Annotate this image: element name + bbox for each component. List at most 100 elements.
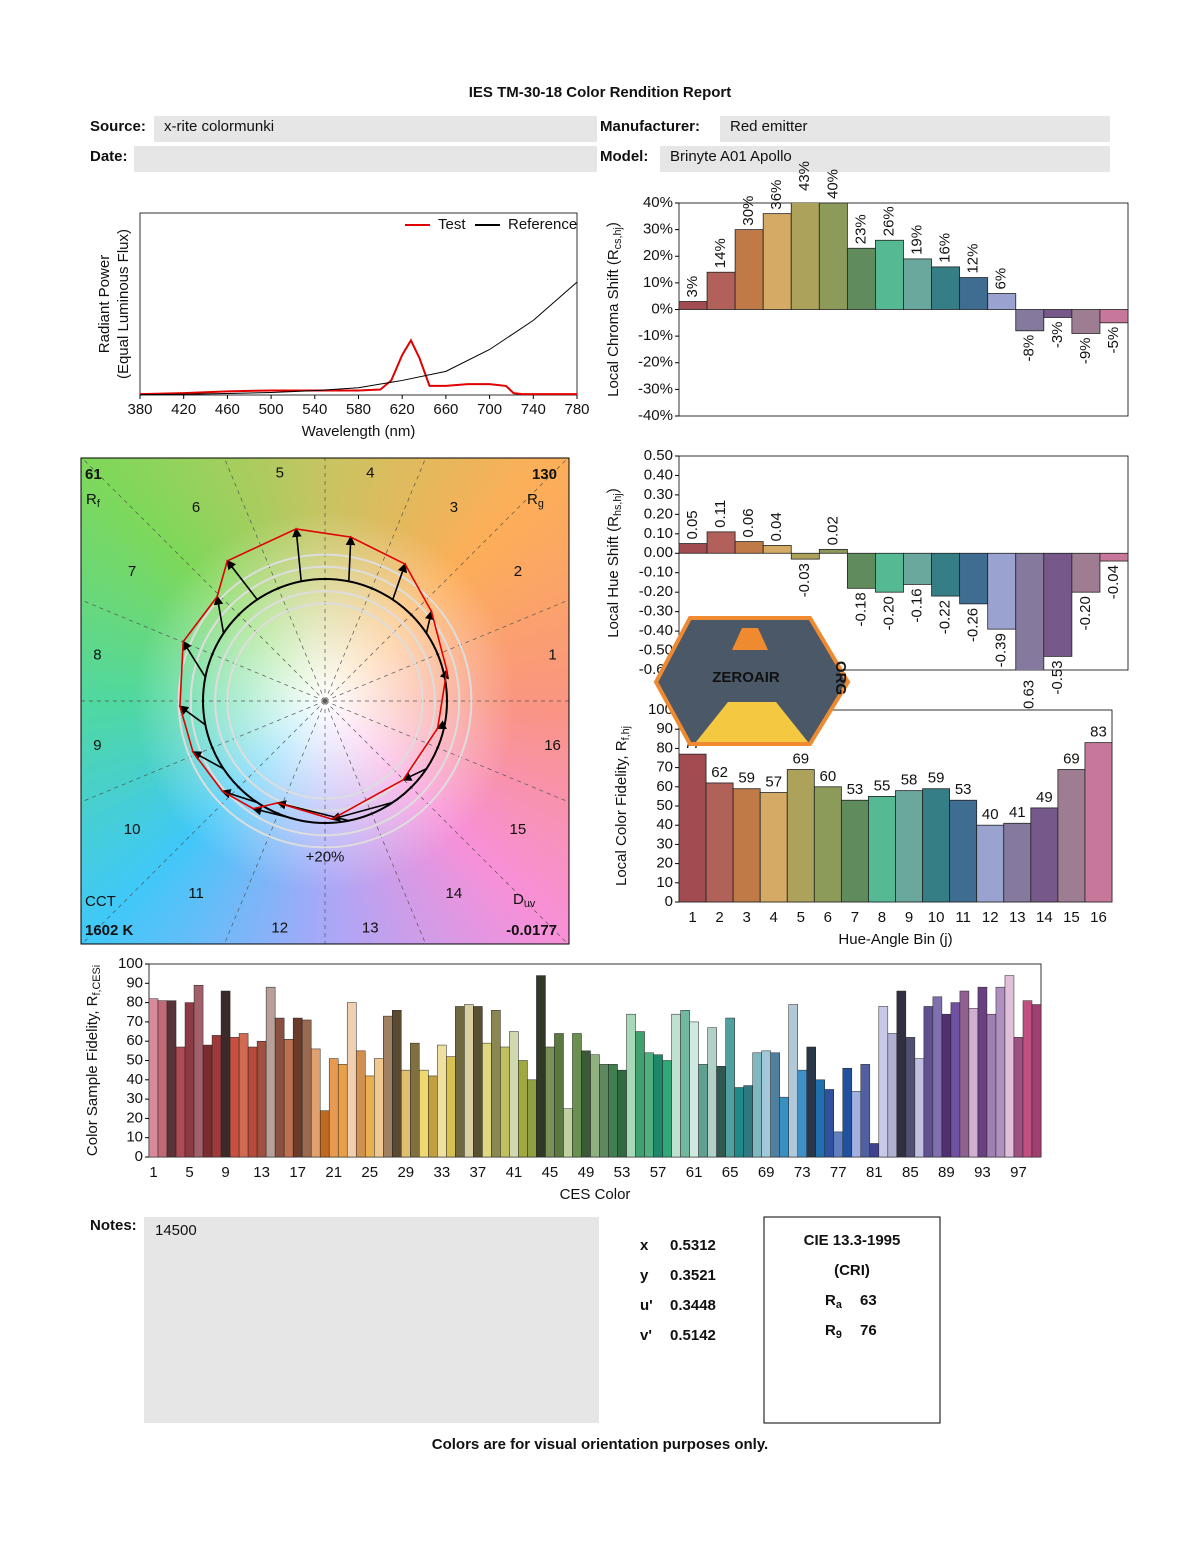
shift-arrow	[178, 705, 206, 726]
ring	[177, 553, 473, 849]
x-tick-label: 740	[521, 401, 546, 418]
value-label: 0.05	[684, 510, 701, 539]
bar	[797, 1069, 807, 1157]
bar	[959, 277, 989, 310]
x-tick-label: 21	[325, 1164, 342, 1181]
bar	[500, 1046, 510, 1157]
bar	[869, 1143, 880, 1157]
y-axis-label-part: )	[604, 488, 621, 493]
bar	[851, 1091, 862, 1157]
bar	[509, 1031, 519, 1157]
y-tick-label: 100	[118, 955, 143, 972]
bar	[987, 293, 1017, 310]
bin-label: 9	[93, 737, 101, 754]
bar-chart: 0 10 20 30 40 50 60 70 80 90 100 1 5 9 13 17 21 25 29 33 37 4…	[84, 955, 1042, 1203]
coord-label: y	[640, 1267, 649, 1284]
bar	[310, 1048, 321, 1157]
bar	[734, 1087, 744, 1157]
shift-arrow	[251, 806, 302, 822]
y-tick-label: 90	[656, 720, 673, 737]
field-box	[720, 116, 1110, 142]
y-tick-label: 60	[656, 778, 673, 795]
bar	[806, 1046, 816, 1157]
bar	[833, 1131, 844, 1157]
x-tick-label: 33	[433, 1164, 450, 1181]
bar	[437, 1044, 447, 1157]
bar	[959, 552, 989, 605]
bar	[671, 1013, 681, 1157]
bar	[1015, 309, 1045, 332]
bar	[932, 996, 943, 1157]
bar	[903, 258, 932, 310]
cri-item-label-part: R	[825, 1322, 836, 1339]
bar	[813, 786, 842, 902]
x-tick-label: 15	[1063, 909, 1080, 926]
x-tick-label: 13	[253, 1164, 270, 1181]
value-label: 0.04	[768, 512, 785, 541]
watermark-text: ZEROAIR	[712, 669, 780, 686]
bin-label: 6	[192, 499, 200, 516]
y-tick-label: 60	[126, 1032, 143, 1049]
x-tick-label: 65	[722, 1164, 739, 1181]
bar	[1099, 552, 1128, 562]
y-tick-label: -30%	[638, 380, 673, 397]
bar	[662, 1060, 672, 1157]
x-tick-label: 1	[149, 1164, 157, 1181]
bar	[401, 1069, 411, 1157]
bar	[762, 213, 792, 310]
bar	[716, 1066, 726, 1157]
x-tick-label: 61	[686, 1164, 703, 1181]
y-axis-label: Color Sample Fidelity, Rf,CESi	[84, 965, 103, 1156]
x-tick-label: 540	[302, 401, 327, 418]
value-label: -0.18	[852, 592, 869, 626]
bar	[563, 1108, 573, 1157]
x-tick-label: 3	[742, 909, 750, 926]
x-tick-label: 620	[390, 401, 415, 418]
y-tick-label: 0	[135, 1148, 143, 1165]
bar	[842, 1067, 853, 1157]
x-tick-label: 85	[902, 1164, 919, 1181]
y-tick-label: -40%	[638, 407, 673, 424]
y-tick-label: -0.40	[639, 622, 673, 639]
bin-boundary	[81, 458, 326, 702]
bar	[950, 1002, 961, 1157]
shift-arrow	[182, 640, 207, 678]
y-axis-note: (Equal Luminous Flux)	[115, 229, 132, 379]
value-label: 14%	[712, 238, 729, 268]
duv-value: -0.0177	[506, 922, 557, 939]
value-label: -0.03	[796, 563, 813, 597]
x-tick-label: 4	[770, 909, 778, 926]
bar	[166, 1000, 177, 1157]
x-tick-label: 45	[542, 1164, 559, 1181]
y-axis-label: Radiant Power	[96, 255, 113, 353]
bar	[1015, 552, 1045, 670]
bar	[590, 1054, 600, 1157]
bin-boundary	[81, 599, 326, 702]
bar	[374, 1058, 384, 1157]
bar	[931, 552, 961, 597]
bar	[895, 790, 923, 902]
x-tick-label: 380	[127, 401, 152, 418]
bar	[875, 239, 904, 310]
x-tick-label: 9	[221, 1164, 229, 1181]
shift-arrow	[392, 562, 407, 600]
bin-boundary	[81, 700, 326, 944]
bar	[572, 1033, 582, 1157]
y-tick-label: 0.10	[644, 525, 673, 542]
bin-label: 8	[93, 647, 101, 664]
y-tick-label: 0	[665, 893, 673, 910]
bar	[922, 788, 951, 902]
bar	[482, 1042, 492, 1157]
bin-label: 2	[514, 563, 522, 580]
shift-arrow	[213, 595, 225, 634]
y-axis-label: Local Color Fidelity, Rf,hj	[613, 726, 632, 886]
notes-text: 14500	[155, 1222, 197, 1239]
coord-value: 0.3448	[670, 1297, 716, 1314]
value-label: -0.22	[937, 600, 954, 634]
value-label: 3%	[684, 276, 701, 298]
x-tick-label: 12	[982, 909, 999, 926]
footer-note: Colors are for visual orientation purpos…	[432, 1436, 768, 1453]
bar	[977, 986, 988, 1157]
y-tick-label: 30	[656, 835, 673, 852]
